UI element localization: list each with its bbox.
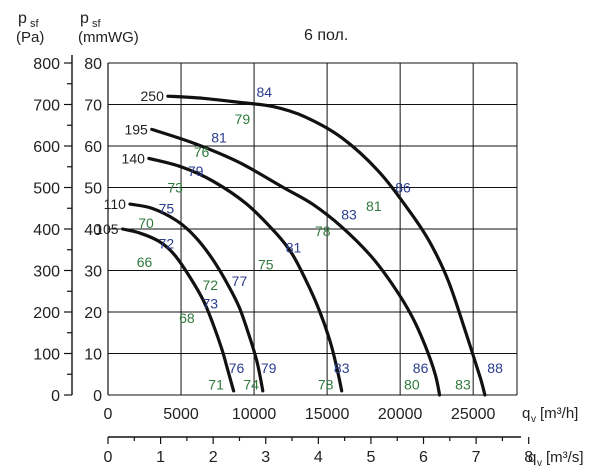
- x-tick-m3s: 7: [472, 449, 481, 466]
- efficiency-label: 86: [413, 360, 429, 376]
- efficiency-label: 77: [232, 273, 248, 289]
- efficiency-label: 73: [167, 180, 183, 196]
- y-tick-mmwg: 50: [84, 181, 102, 198]
- x-axis-m3s-label: q: [528, 449, 536, 466]
- x-axis-m3s-unit: [m³/s]: [546, 449, 584, 466]
- x-axis-m3s-subscript: v: [537, 458, 542, 469]
- x-tick-m3s: 4: [314, 449, 323, 466]
- efficiency-label: 78: [318, 377, 334, 393]
- efficiency-label: 81: [286, 240, 302, 256]
- curve-110: [128, 202, 265, 393]
- efficiency-label: 75: [258, 256, 274, 272]
- y-axis-mmwg-subscript: sf: [92, 18, 102, 30]
- efficiency-label: 86: [395, 180, 411, 196]
- y-tick-pa: 400: [33, 222, 60, 239]
- x-axis-m3h-title: q v [m³/h]: [522, 405, 578, 425]
- efficiency-label: 72: [159, 236, 175, 252]
- series-label-110: 110: [104, 196, 127, 212]
- x-tick-m3h: 20000: [378, 406, 423, 423]
- efficiency-label: 79: [261, 360, 277, 376]
- x-tick-m3s: 0: [104, 449, 113, 466]
- y-tick-mmwg: 40: [84, 222, 102, 239]
- curve-140: [147, 156, 344, 393]
- efficiency-label: 66: [137, 254, 153, 270]
- y-axis-pa-subscript: sf: [30, 18, 40, 30]
- series-label-250: 250: [141, 88, 165, 104]
- series-label-105: 105: [95, 221, 119, 237]
- x-axis-m3h-subscript: v: [531, 414, 536, 425]
- y-tick-pa: 0: [51, 388, 60, 405]
- y-tick-mmwg: 0: [93, 388, 102, 405]
- efficiency-label: 74: [243, 377, 259, 393]
- y-tick-mmwg: 80: [84, 56, 102, 73]
- y-tick-pa: 500: [33, 181, 60, 198]
- y-axis-pa-label: p: [18, 10, 27, 27]
- y-tick-pa: 800: [33, 56, 60, 73]
- efficiency-label: 83: [334, 360, 350, 376]
- x-tick-m3s: 3: [261, 449, 270, 466]
- efficiency-label: 83: [455, 377, 471, 393]
- efficiency-label: 81: [366, 198, 382, 214]
- axes: 0102030405060708001002003004005006007008…: [33, 55, 533, 466]
- efficiency-label: 80: [404, 377, 420, 393]
- curve-195: [150, 127, 442, 397]
- efficiency-label: 72: [202, 277, 218, 293]
- efficiency-label: 75: [159, 200, 175, 216]
- efficiency-label: 84: [257, 84, 273, 100]
- efficiency-label: 81: [211, 130, 227, 146]
- curve-105: [121, 227, 236, 393]
- x-tick-m3s: 2: [209, 449, 218, 466]
- efficiency-label: 71: [208, 377, 224, 393]
- y-tick-pa: 700: [33, 98, 60, 115]
- efficiency-label: 76: [194, 144, 210, 160]
- efficiency-label: 70: [138, 215, 154, 231]
- y-tick-mmwg: 20: [84, 305, 102, 322]
- x-tick-m3s: 5: [366, 449, 375, 466]
- y-axis-mmwg-label: p: [80, 10, 89, 27]
- x-axis-m3s-title: q v [m³/s]: [528, 449, 584, 469]
- grid: [107, 62, 518, 396]
- y-tick-mmwg: 60: [84, 139, 102, 156]
- efficiency-label: 78: [315, 223, 331, 239]
- x-axis-m3h-label: q: [522, 405, 530, 422]
- series-label-140: 140: [122, 150, 146, 166]
- efficiency-label: 76: [229, 360, 245, 376]
- x-tick-m3h: 0: [104, 406, 113, 423]
- y-axis-pa-unit: (Pa): [16, 29, 44, 46]
- series-label-195: 195: [124, 121, 148, 137]
- x-tick-m3h: 5000: [163, 406, 199, 423]
- curves: [121, 94, 487, 397]
- x-axis-m3h-unit: [m³/h]: [540, 405, 578, 422]
- y-tick-pa: 600: [33, 139, 60, 156]
- y-tick-pa: 200: [33, 305, 60, 322]
- efficiency-label: 68: [179, 310, 195, 326]
- y-tick-mmwg: 30: [84, 264, 102, 281]
- efficiency-label: 79: [235, 111, 251, 127]
- x-tick-m3s: 1: [156, 449, 165, 466]
- y-tick-mmwg: 70: [84, 98, 102, 115]
- efficiency-label: 73: [202, 296, 218, 312]
- efficiency-label: 79: [188, 163, 204, 179]
- y-axis-mmwg-unit: (mmWG): [78, 29, 139, 46]
- efficiency-label: 83: [341, 206, 357, 222]
- x-tick-m3s: 8: [524, 449, 533, 466]
- x-tick-m3h: 25000: [451, 406, 496, 423]
- y-tick-mmwg: 10: [84, 347, 102, 364]
- chart-title: 6 пол.: [304, 27, 348, 44]
- y-tick-pa: 300: [33, 264, 60, 281]
- x-tick-m3h: 10000: [232, 406, 277, 423]
- curve-250: [166, 94, 487, 397]
- x-tick-m3s: 6: [419, 449, 428, 466]
- efficiency-label: 88: [487, 360, 503, 376]
- y-tick-pa: 100: [33, 347, 60, 364]
- x-tick-m3h: 15000: [305, 406, 350, 423]
